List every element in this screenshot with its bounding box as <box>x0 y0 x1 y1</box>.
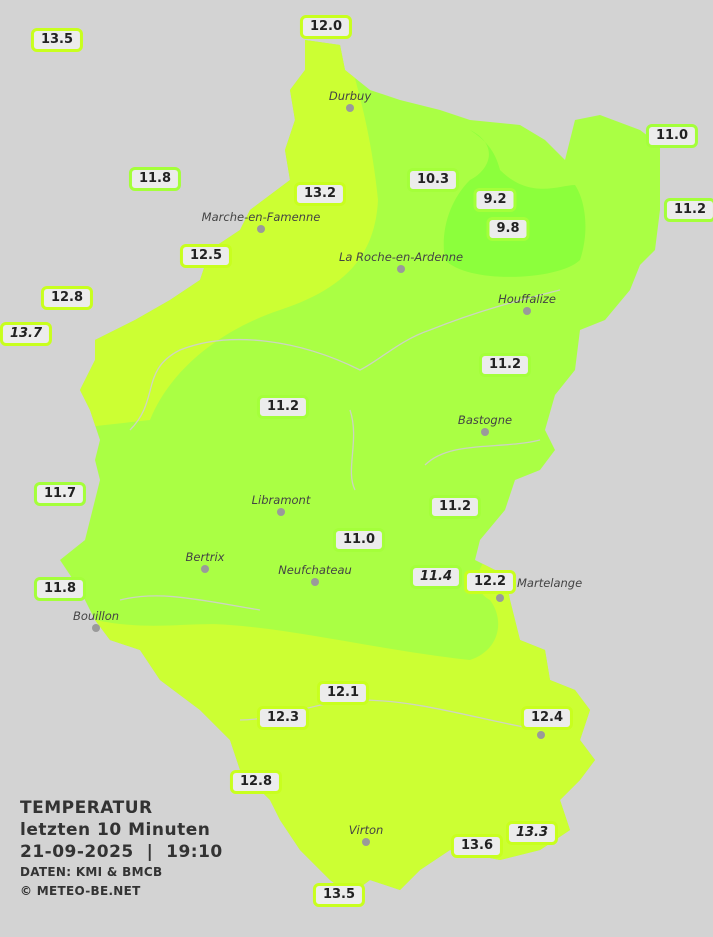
city-dot <box>481 428 489 436</box>
river <box>424 439 541 466</box>
station-temperature[interactable]: 10.3 <box>406 168 460 192</box>
city-dot <box>257 225 265 233</box>
city-dot <box>201 565 209 573</box>
station-temperature[interactable]: 11.2 <box>663 198 713 222</box>
city-dot <box>346 104 354 112</box>
city-dot <box>397 265 405 273</box>
city-dot <box>362 838 370 846</box>
station-temperature[interactable]: 12.4 <box>520 706 574 730</box>
station-temperature[interactable]: 12.8 <box>40 286 94 310</box>
station-temperature[interactable]: 12.3 <box>256 706 310 730</box>
station-temperature[interactable]: 12.0 <box>299 15 353 39</box>
city-label: Bouillon <box>72 609 120 623</box>
city-dot <box>523 307 531 315</box>
station-temperature[interactable]: 12.2 <box>463 570 517 594</box>
legend-period: letzten 10 Minuten <box>20 820 211 840</box>
river <box>349 409 356 491</box>
city-label: Bastogne <box>457 413 513 427</box>
city-dot <box>311 578 319 586</box>
city-label: Durbuy <box>328 89 372 103</box>
city-label: Martelange <box>517 576 583 590</box>
station-temperature[interactable]: 13.7 <box>0 322 53 346</box>
station-temperature[interactable]: 12.5 <box>179 244 233 268</box>
city-label: Bertrix <box>185 550 225 564</box>
station-temperature[interactable]: 12.1 <box>316 681 370 705</box>
station-temperature[interactable]: 11.0 <box>645 124 699 148</box>
city-dot <box>537 731 545 739</box>
station-temperature[interactable]: 13.3 <box>505 821 559 845</box>
legend: TEMPERATUR letzten 10 Minuten 21-09-2025… <box>20 797 223 901</box>
station-temperature[interactable]: 9.2 <box>473 188 517 212</box>
legend-title: TEMPERATUR <box>20 798 153 818</box>
city-label: Marche-en-Famenne <box>201 210 321 224</box>
station-temperature[interactable]: 11.2 <box>256 395 310 419</box>
station-temperature[interactable]: 11.8 <box>33 577 87 601</box>
city-label: Houffalize <box>498 292 556 306</box>
station-temperature[interactable]: 11.7 <box>33 482 87 506</box>
river <box>119 595 261 611</box>
station-temperature[interactable]: 11.2 <box>478 353 532 377</box>
station-temperature[interactable]: 11.4 <box>409 565 463 589</box>
station-temperature[interactable]: 11.8 <box>128 167 182 191</box>
city-label: La Roche-en-Ardenne <box>338 250 464 264</box>
city-dot <box>277 508 285 516</box>
station-temperature[interactable]: 13.5 <box>312 883 366 907</box>
station-temperature[interactable]: 11.0 <box>332 528 386 552</box>
station-temperature[interactable]: 13.6 <box>450 834 504 858</box>
station-temperature[interactable]: 13.5 <box>30 28 84 52</box>
city-label: Neufchateau <box>278 563 352 577</box>
station-temperature[interactable]: 9.8 <box>486 217 530 241</box>
city-dot <box>496 594 504 602</box>
station-temperature[interactable]: 12.8 <box>229 770 283 794</box>
legend-source: DATEN: KMI & BMCB <box>20 865 163 879</box>
legend-datetime: 21-09-2025 | 19:10 <box>20 842 223 862</box>
legend-copyright: © METEO-BE.NET <box>20 884 141 898</box>
city-label: Libramont <box>251 493 311 507</box>
river <box>129 289 561 431</box>
city-label: Virton <box>348 823 384 837</box>
station-temperature[interactable]: 13.2 <box>293 182 347 206</box>
station-temperature[interactable]: 11.2 <box>428 495 482 519</box>
city-dot <box>92 624 100 632</box>
